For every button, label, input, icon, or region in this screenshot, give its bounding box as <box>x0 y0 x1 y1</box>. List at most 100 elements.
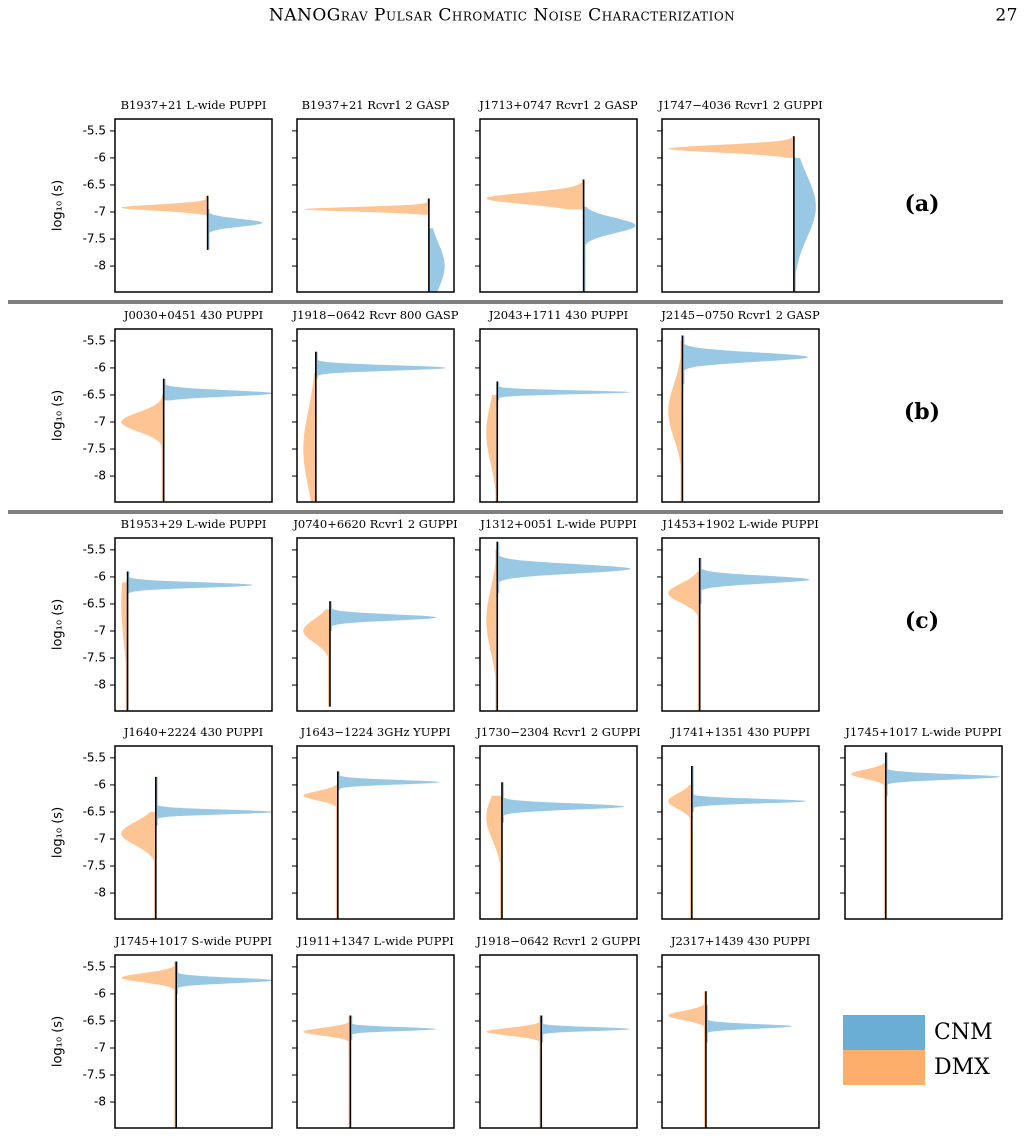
violin-cnm <box>329 601 437 631</box>
y-tick-label: -8 <box>94 469 106 483</box>
y-tick-label: -6 <box>94 986 106 1000</box>
panel-frame <box>114 118 273 293</box>
y-tick-label: -7 <box>94 414 106 428</box>
panel-title: J1747−4036 Rcvr1 2 GUPPI <box>657 98 822 112</box>
panel <box>486 782 625 919</box>
y-tick-label: -6.5 <box>83 1013 106 1027</box>
panel-frame <box>661 118 820 293</box>
violin-dmx <box>486 1015 542 1128</box>
y-tick-label: -5.5 <box>83 959 106 973</box>
y-tick-label: -6.5 <box>83 387 106 401</box>
violin-cnm <box>501 782 625 823</box>
violin-dmx <box>121 582 128 711</box>
violin-dmx <box>303 1015 351 1128</box>
panel <box>303 351 447 502</box>
panel-title: J1640+2224 430 PUPPI <box>123 725 263 739</box>
panel-title: J2317+1439 430 PUPPI <box>670 934 810 948</box>
y-tick-label: -8 <box>94 886 106 900</box>
panel-title: J1918−0642 Rcvr 800 GASP <box>292 308 459 322</box>
y-tick-label: -5.5 <box>83 333 106 347</box>
violin-dmx <box>303 373 316 502</box>
y-tick-label: -7 <box>94 623 106 637</box>
panel-frame <box>479 537 638 712</box>
y-axis-label: log₁₀ (s) <box>51 807 66 858</box>
panel-title: J1911+1347 L-wide PUPPI <box>296 934 454 948</box>
violin-cnm <box>176 961 272 994</box>
legend-swatch <box>843 1015 925 1050</box>
violin-cnm <box>541 1015 631 1043</box>
y-tick-label: -7 <box>94 204 106 218</box>
y-tick-label: -7.5 <box>83 442 106 456</box>
panel-frame <box>114 745 273 920</box>
violin-dmx <box>303 609 330 707</box>
panel-frame <box>114 537 273 712</box>
panel-title: J2043+1711 430 PUPPI <box>488 308 628 322</box>
panel-frame <box>661 328 820 503</box>
panel <box>303 1015 437 1128</box>
violin-cnm <box>691 766 807 812</box>
panel <box>486 541 631 711</box>
violin-cnm <box>155 776 272 826</box>
y-tick-label: -7 <box>94 1040 106 1054</box>
violin-dmx <box>668 340 683 502</box>
violin-dmx <box>668 571 700 711</box>
legend-swatch <box>843 1050 925 1085</box>
y-tick-label: -7.5 <box>83 1068 106 1082</box>
legend-label: DMX <box>934 1055 990 1080</box>
y-tick-label: -6 <box>94 569 106 583</box>
panel <box>121 571 254 711</box>
panel <box>486 179 636 292</box>
violin-cnm <box>428 228 445 292</box>
panel-title: J1741+1351 430 PUPPI <box>670 725 810 739</box>
panel-title: J1643−1224 3GHz YUPPI <box>300 725 451 739</box>
violin-cnm <box>583 206 636 292</box>
y-tick-label: -5.5 <box>83 542 106 556</box>
violin-dmx <box>668 991 706 1128</box>
panel-title: B1937+21 L-wide PUPPI <box>121 98 267 112</box>
y-tick-label: -7.5 <box>83 232 106 246</box>
y-axis-label: log₁₀ (s) <box>51 1016 66 1067</box>
panel-frame <box>844 745 1003 920</box>
y-axis-label: log₁₀ (s) <box>51 180 66 231</box>
panel-title: J1745+1017 L-wide PUPPI <box>844 725 1002 739</box>
panel <box>668 136 816 292</box>
y-tick-label: -6.5 <box>83 804 106 818</box>
panel-title: J2145−0750 Rcvr1 2 GASP <box>660 308 820 322</box>
violin-dmx <box>668 784 692 919</box>
y-tick-label: -5.5 <box>83 123 106 137</box>
violin-dmx <box>121 394 164 502</box>
y-tick-label: -7 <box>94 831 106 845</box>
y-tick-label: -6 <box>94 360 106 374</box>
violin-dmx <box>851 763 886 919</box>
y-tick-label: -6.5 <box>83 177 106 191</box>
panel-frame <box>661 954 820 1129</box>
violin-dmx <box>121 195 208 215</box>
panel-frame <box>479 118 638 293</box>
panel-frame <box>296 537 455 712</box>
panel <box>668 991 793 1128</box>
row-label: (b) <box>904 399 940 425</box>
y-tick-label: -7.5 <box>83 651 106 665</box>
violin-cnm <box>163 378 272 401</box>
panel-title: J1730−2304 Rcvr1 2 GUPPI <box>475 725 640 739</box>
legend-label: CNM <box>934 1020 993 1045</box>
panel <box>121 776 272 919</box>
panel-frame <box>296 954 455 1129</box>
panel-title: J0740+6620 Rcvr1 2 GUPPI <box>292 517 457 531</box>
panel-title: J1312+0051 L-wide PUPPI <box>479 517 637 531</box>
panel-frame <box>479 954 638 1129</box>
panel <box>486 381 631 502</box>
violin-cnm <box>885 752 1001 796</box>
panel <box>303 601 437 707</box>
row-label: (a) <box>904 191 939 217</box>
panel-frame <box>296 118 455 293</box>
panel <box>303 198 445 292</box>
y-tick-label: -5.5 <box>83 750 106 764</box>
panel <box>668 558 810 711</box>
panel-title: B1937+21 Rcvr1 2 GASP <box>302 98 450 112</box>
panel-title: J1745+1017 S-wide PUPPI <box>114 934 272 948</box>
panel <box>486 1015 631 1128</box>
panel-title: B1953+29 L-wide PUPPI <box>121 517 267 531</box>
y-tick-label: -6 <box>94 777 106 791</box>
